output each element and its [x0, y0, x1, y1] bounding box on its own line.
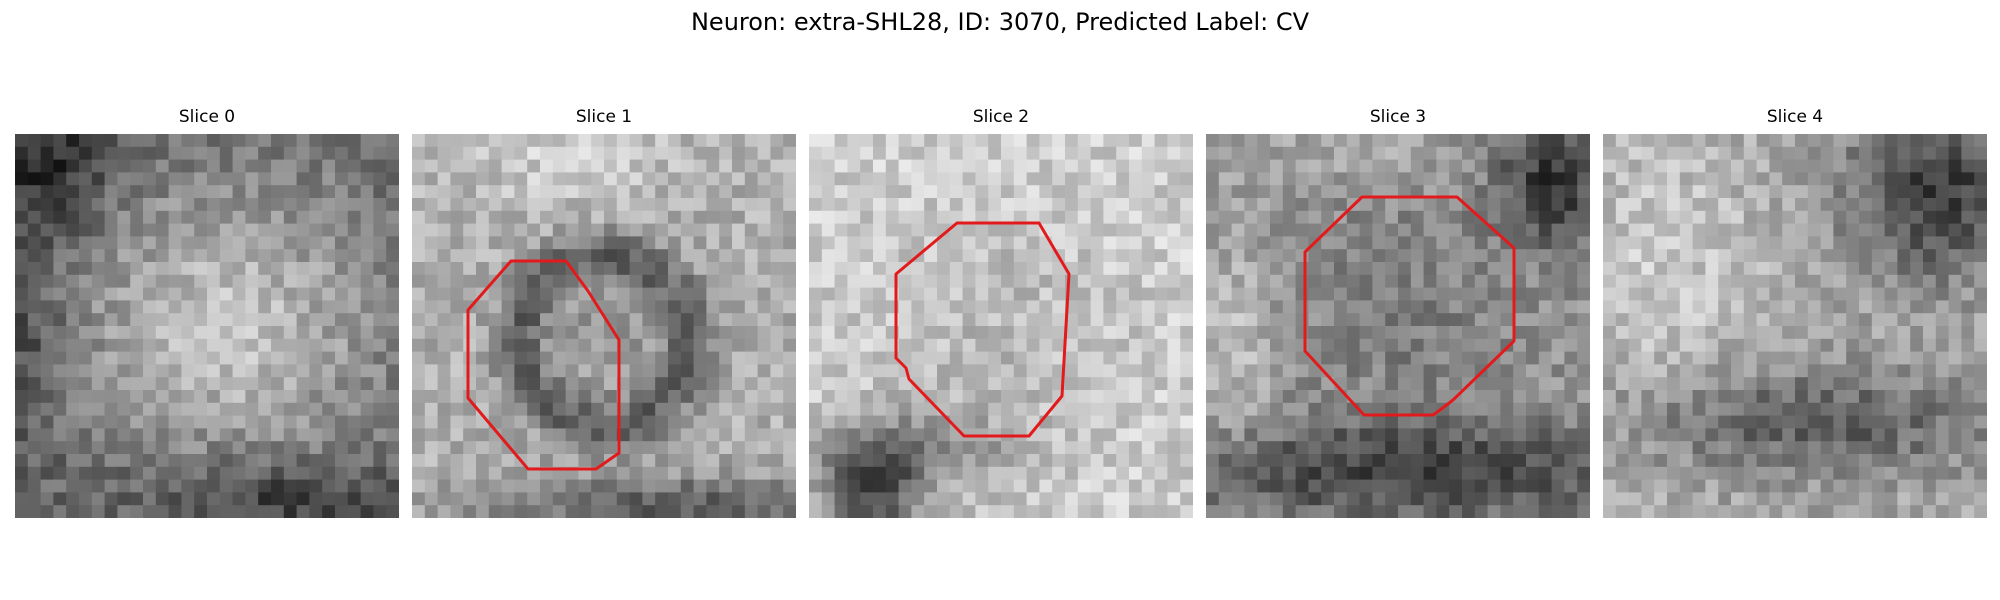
slice-svg-3: [1206, 134, 1590, 518]
slice-pixels-3: [1206, 134, 1590, 518]
slice-svg-1: [412, 134, 796, 518]
slice-title-4: Slice 4: [1766, 107, 1824, 127]
slice-pixels-1: [412, 134, 796, 518]
slice-title-2: Slice 2: [972, 107, 1030, 127]
slice-svg-2: [809, 134, 1193, 518]
slice-title-0: Slice 0: [178, 107, 236, 127]
slice-image-4: [1603, 134, 1987, 518]
slice-pixels-4: [1603, 134, 1987, 518]
contour-outline-1: [466, 259, 621, 471]
figure-title: Neuron: extra-SHL28, ID: 3070, Predicted…: [690, 8, 1310, 36]
slice-image-1: [412, 134, 796, 518]
slice-pixels-2: [809, 134, 1193, 518]
slice-title-1: Slice 1: [575, 107, 633, 127]
slice-title-3: Slice 3: [1369, 107, 1427, 127]
slice-image-3: [1206, 134, 1590, 518]
slice-svg-0: [15, 134, 399, 518]
contour-outline-3: [1303, 195, 1516, 417]
slice-svg-4: [1603, 134, 1987, 518]
slice-image-2: [809, 134, 1193, 518]
contour-outline-2: [894, 221, 1071, 438]
slice-image-0: [15, 134, 399, 518]
slice-pixels-0: [15, 134, 399, 518]
